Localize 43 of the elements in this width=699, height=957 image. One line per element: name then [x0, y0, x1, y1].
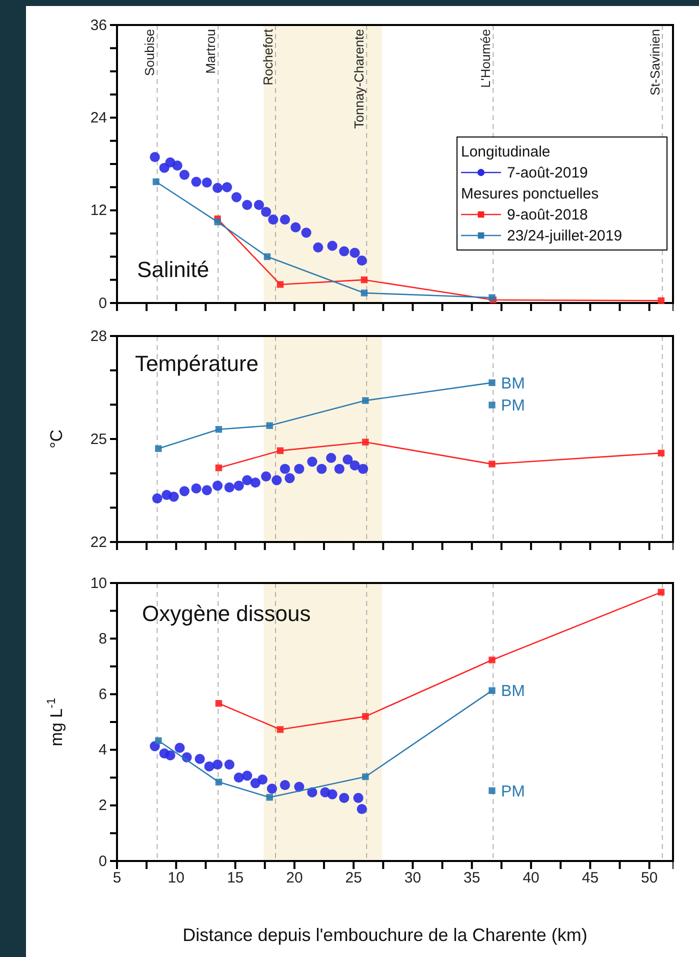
- x-tick-label: 35: [464, 870, 480, 887]
- y-tick-label: 6: [98, 686, 107, 703]
- y-tick-label: 28: [90, 328, 107, 345]
- x-tick-label: 50: [640, 870, 658, 887]
- legend-title: Longitudinale: [461, 144, 550, 160]
- y-axis-title: °C: [47, 429, 66, 449]
- y-tick-label: 8: [98, 630, 107, 648]
- y-tick-label: 24: [90, 109, 107, 126]
- ref-line-label: Martrou: [203, 29, 218, 74]
- annotation: Mesures ponctuelles: [461, 186, 599, 202]
- legend-label: 9-août-2018: [507, 206, 588, 224]
- ref-line-label: St-Savinien: [647, 29, 662, 96]
- y-tick-label: 12: [90, 202, 107, 220]
- x-tick-label: 10: [168, 870, 184, 887]
- annotation: BM: [501, 683, 526, 700]
- legend-label: 23/24-juillet-2019: [507, 228, 622, 244]
- y-tick-label: 25: [90, 430, 107, 448]
- x-axis-title: Distance depuis l'embouchure de la Charente (km): [182, 925, 588, 945]
- text: Salinité: [137, 257, 210, 282]
- x-tick-label: 40: [522, 870, 540, 887]
- ref-line-label: Tonnay-Charente: [352, 29, 367, 129]
- y-tick-label: 0: [98, 852, 107, 870]
- y-tick-label: 10: [90, 574, 107, 592]
- y-tick-label: 2: [98, 797, 107, 814]
- y-tick-label: 22: [90, 534, 107, 551]
- legend-label: 7-août-2019: [507, 164, 588, 182]
- text: Oxygène dissous: [142, 601, 311, 626]
- x-tick-label: 5: [112, 870, 122, 887]
- text: Température: [135, 351, 259, 376]
- x-tick-label: 20: [286, 870, 303, 887]
- annotation: PM: [501, 398, 526, 415]
- annotation: BM: [501, 375, 526, 392]
- x-tick-label: 45: [582, 870, 599, 887]
- ref-line-label: L'Houmée: [478, 29, 494, 88]
- y-tick-label: 36: [90, 16, 107, 34]
- y-tick-label: 0: [98, 294, 107, 312]
- ref-line-label: Soubise: [142, 29, 158, 76]
- y-tick-label: 4: [98, 742, 107, 759]
- x-tick-label: 25: [345, 870, 362, 887]
- ref-line-label: Rochefort: [260, 28, 276, 86]
- annotation: PM: [501, 783, 526, 800]
- x-tick-label: 15: [226, 870, 244, 887]
- x-tick-label: 30: [404, 870, 422, 887]
